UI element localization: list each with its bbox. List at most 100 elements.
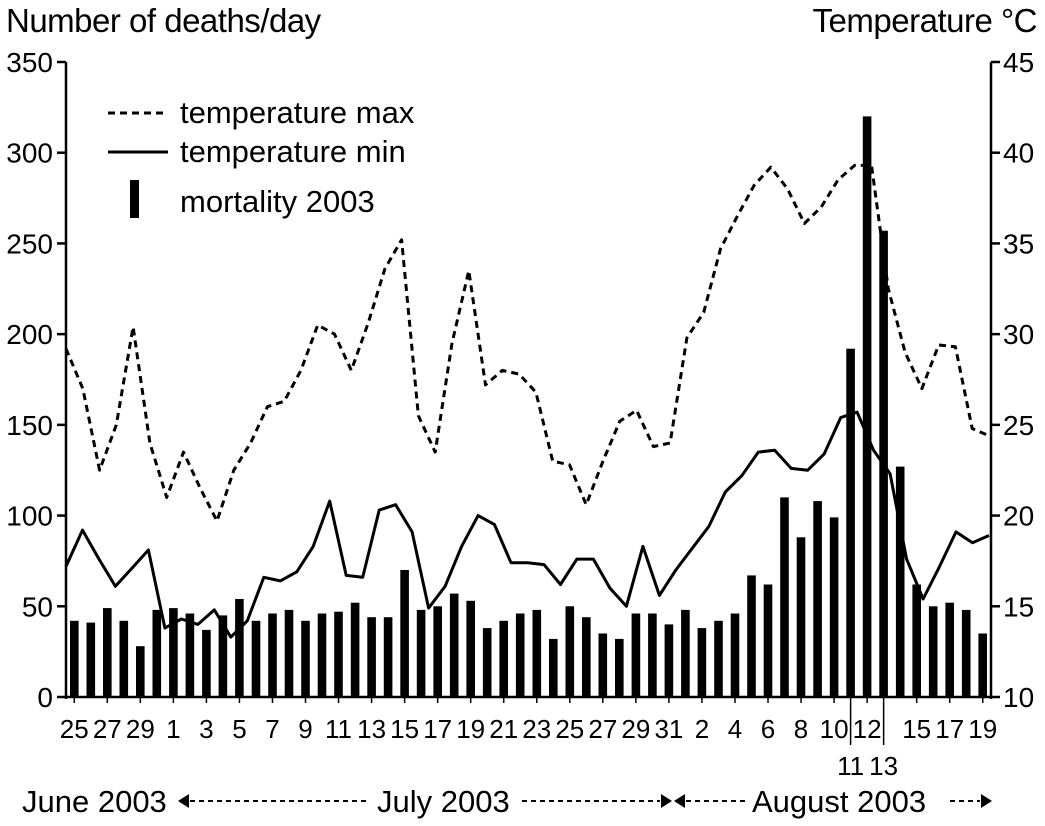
legend-label-mortality: mortality 2003 <box>180 184 375 219</box>
temperature-min-line <box>64 410 990 639</box>
mortality-bar <box>846 348 855 697</box>
month-labels: June 2003 July 2003 August 2003 <box>22 784 992 819</box>
x-tick-label: 15 <box>390 714 419 744</box>
mortality-bar <box>70 620 79 697</box>
mortality-bars <box>70 116 987 697</box>
x-tick-label: 15 <box>902 714 931 744</box>
x-tick-label: 11 <box>837 751 864 781</box>
legend: temperature max temperature min mortality … <box>108 95 415 219</box>
x-tick-label: 27 <box>588 714 617 744</box>
left-tick-label: 0 <box>37 682 53 713</box>
x-axis-labels: 25 27 29 1 3 5 7 9 11 13 15 17 19 21 23 25 27 29 31 2 4 6 8 101… <box>60 697 997 781</box>
mortality-bar <box>235 599 244 697</box>
x-tick-label: 6 <box>761 714 775 744</box>
right-tick-label: 20 <box>1003 501 1034 532</box>
x-tick-label: 4 <box>728 714 742 744</box>
mortality-bar <box>367 617 376 697</box>
mortality-bar <box>202 629 211 697</box>
temperature-max-line <box>64 163 990 523</box>
month-label-june: June 2003 <box>22 784 167 819</box>
mortality-bar <box>763 584 773 697</box>
x-tick-label: 8 <box>794 714 808 744</box>
august-arrow-head-left <box>674 794 685 808</box>
august-arrow-head-right <box>981 794 992 808</box>
mortality-bar <box>730 613 740 697</box>
mortality-bar <box>681 609 690 697</box>
mortality-bar <box>103 608 112 697</box>
legend-label-temperature-min: temperature min <box>180 134 406 169</box>
mortality-bar <box>598 633 608 697</box>
mortality-bar <box>268 613 277 697</box>
x-tick-label: 1 <box>166 714 180 744</box>
left-tick-label: 350 <box>6 47 53 78</box>
mortality-bar <box>664 624 674 697</box>
x-tick-label: 2 <box>695 714 709 744</box>
mortality-bar <box>317 613 327 697</box>
mortality-bar <box>218 615 228 697</box>
right-tick-label: 45 <box>1003 47 1034 78</box>
x-tick-label: 25 <box>555 714 584 744</box>
mortality-bar <box>433 606 442 697</box>
mortality-bar <box>119 620 129 697</box>
chart-axes: 0 50 100 150 200 250 300 350 10 15 20 25 30 35 40 45 <box>6 47 1034 713</box>
mortality-bar <box>185 613 195 697</box>
mortality-bar <box>532 609 542 697</box>
mortality-bar <box>499 620 508 697</box>
left-tick-label: 50 <box>22 591 53 622</box>
x-tick-label: 19 <box>968 714 997 744</box>
x-tick-label: 12 <box>853 714 882 744</box>
mortality-bar <box>829 517 839 697</box>
right-tick-label: 40 <box>1003 138 1034 169</box>
x-tick-label: 13 <box>869 751 898 781</box>
mortality-bar <box>780 497 789 697</box>
x-tick-label: 9 <box>298 714 312 744</box>
mortality-bar <box>582 617 591 697</box>
x-tick-label: 13 <box>357 714 386 744</box>
mortality-bar <box>928 606 938 697</box>
july-arrow-head-right <box>661 794 672 808</box>
mortality-bar <box>747 575 756 697</box>
mortality-bar <box>482 628 492 697</box>
mortality-bar <box>284 609 294 697</box>
mortality-bar <box>549 638 558 697</box>
mortality-bar <box>400 570 409 697</box>
x-tick-label: 19 <box>456 714 485 744</box>
x-tick-label: 29 <box>126 714 155 744</box>
mortality-bar <box>169 608 178 697</box>
x-tick-label: 7 <box>265 714 279 744</box>
mortality-bar <box>697 628 707 697</box>
x-tick-label: 17 <box>423 714 452 744</box>
mortality-bar <box>86 622 96 697</box>
legend-label-temperature-max: temperature max <box>180 95 415 130</box>
right-tick-label: 15 <box>1003 591 1034 622</box>
temperature-lines <box>64 163 990 639</box>
mortality-bar <box>251 620 261 697</box>
month-label-august: August 2003 <box>752 784 926 819</box>
x-tick-label: 29 <box>621 714 650 744</box>
left-tick-label: 100 <box>6 501 53 532</box>
mortality-bar <box>350 602 360 697</box>
mortality-bar <box>615 638 624 697</box>
mortality-bar <box>895 466 905 697</box>
x-tick-label: 10 <box>820 714 849 744</box>
x-tick-label: 17 <box>935 714 964 744</box>
legend-swatch-mortality <box>130 180 139 218</box>
mortality-bar <box>334 611 343 697</box>
left-tick-label: 200 <box>6 319 53 350</box>
mortality-bar <box>383 617 393 697</box>
month-label-july: July 2003 <box>377 784 510 819</box>
x-tick-label: 21 <box>489 714 518 744</box>
mortality-bar <box>449 593 459 697</box>
mortality-bar <box>945 602 954 697</box>
x-tick-label: 27 <box>93 714 122 744</box>
mortality-bar <box>714 620 723 697</box>
mortality-bar <box>136 646 145 697</box>
july-arrow-head-left <box>178 794 189 808</box>
x-tick-label: 23 <box>522 714 551 744</box>
left-tick-label: 300 <box>6 138 53 169</box>
mortality-bar <box>648 613 657 697</box>
left-tick-label: 250 <box>6 228 53 259</box>
mortality-bar <box>152 609 162 697</box>
mortality-bar <box>912 584 921 697</box>
